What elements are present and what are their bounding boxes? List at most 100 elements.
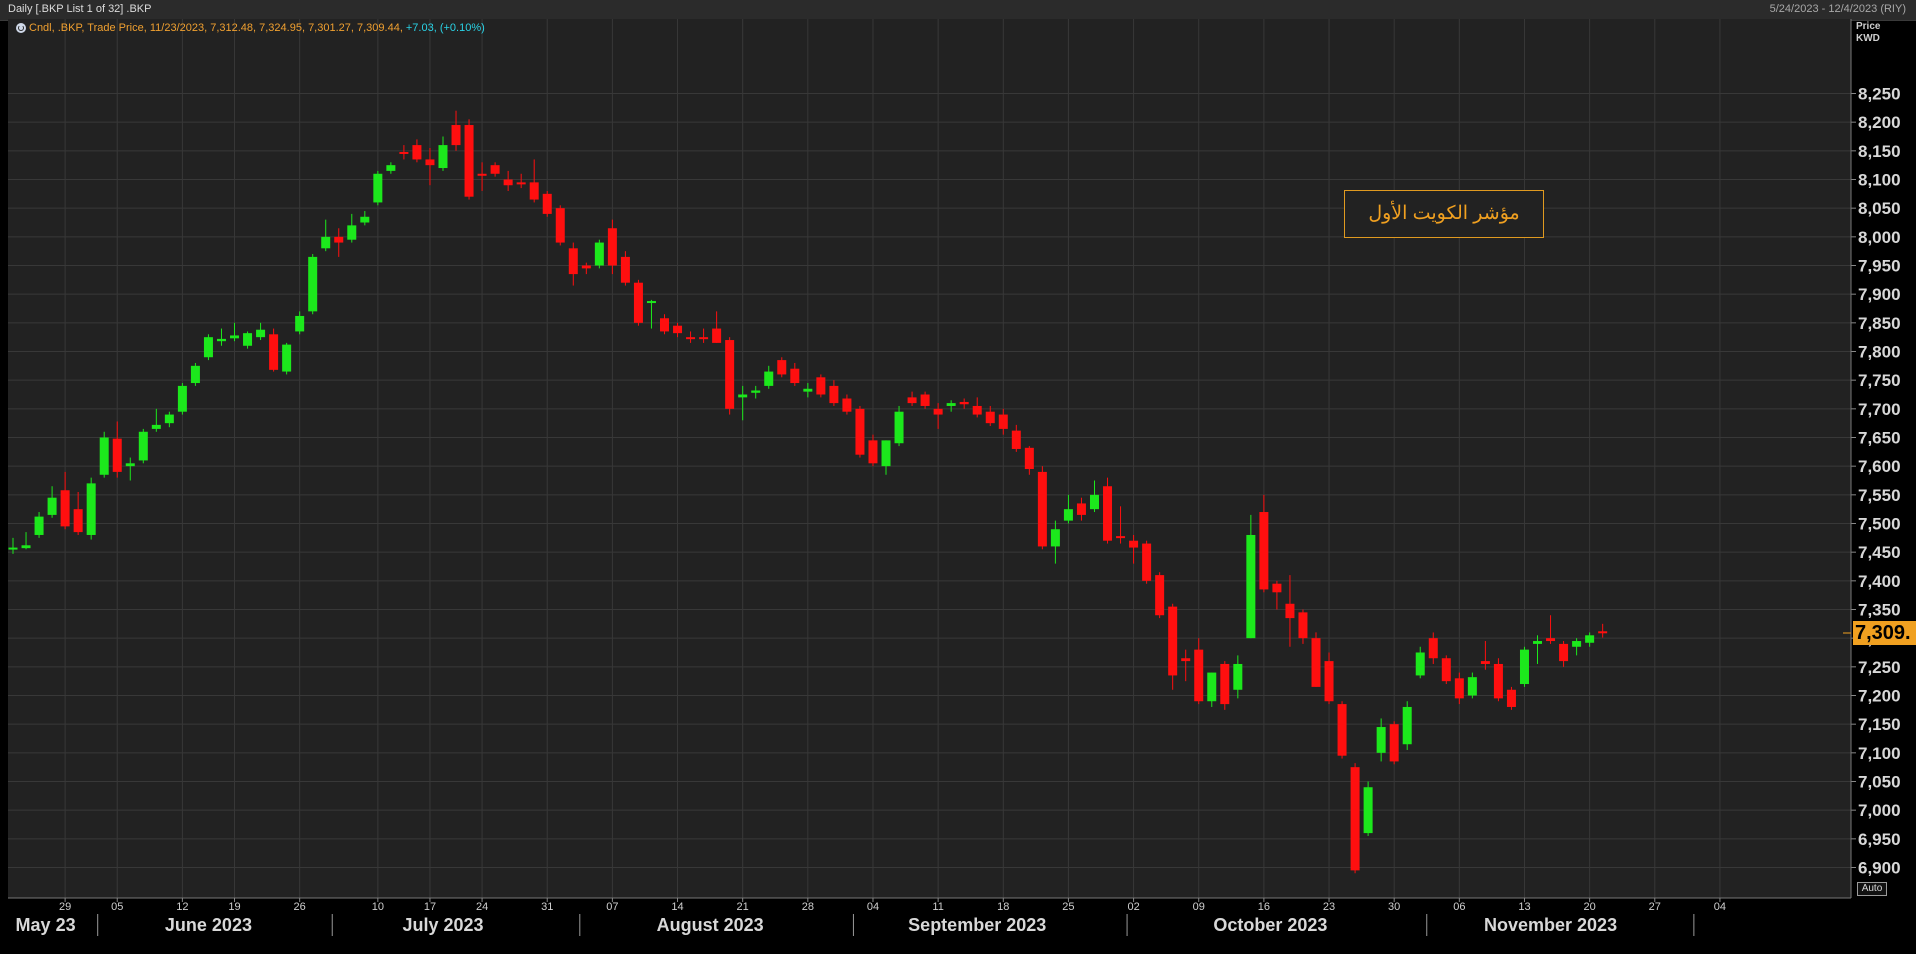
candle-body[interactable] xyxy=(1480,661,1490,664)
candle-body[interactable] xyxy=(477,173,487,176)
candle-body[interactable] xyxy=(360,216,370,223)
candle-body[interactable] xyxy=(386,165,396,171)
candle-body[interactable] xyxy=(243,333,253,346)
candle-body[interactable] xyxy=(451,125,461,146)
candle-body[interactable] xyxy=(1311,638,1321,687)
candle-body[interactable] xyxy=(1350,767,1360,871)
candle-body[interactable] xyxy=(894,411,904,444)
candle-body[interactable] xyxy=(855,408,865,455)
candle-body[interactable] xyxy=(60,490,70,527)
candle-body[interactable] xyxy=(190,365,200,384)
candle-body[interactable] xyxy=(1194,649,1204,702)
candle-body[interactable] xyxy=(216,338,226,342)
candle-body[interactable] xyxy=(125,463,135,467)
candle-body[interactable] xyxy=(1050,529,1060,547)
candle-body[interactable] xyxy=(1363,787,1373,834)
candle-body[interactable] xyxy=(1585,635,1595,643)
candle-body[interactable] xyxy=(99,437,109,475)
candle-body[interactable] xyxy=(112,438,122,472)
candle-body[interactable] xyxy=(1155,575,1165,616)
candle-body[interactable] xyxy=(777,360,787,375)
candle-body[interactable] xyxy=(1298,612,1308,639)
candle-body[interactable] xyxy=(751,390,761,393)
candle-body[interactable] xyxy=(1454,678,1464,699)
candle-body[interactable] xyxy=(1181,658,1191,662)
candle-body[interactable] xyxy=(946,403,956,406)
candle-body[interactable] xyxy=(1272,583,1282,593)
candle-body[interactable] xyxy=(1024,447,1034,470)
candle-body[interactable] xyxy=(646,301,656,304)
candle-body[interactable] xyxy=(1142,543,1152,581)
candle-body[interactable] xyxy=(881,440,891,467)
candle-body[interactable] xyxy=(490,165,500,174)
candle-body[interactable] xyxy=(1376,727,1386,753)
candle-body[interactable] xyxy=(1598,631,1608,634)
candle-body[interactable] xyxy=(464,125,474,197)
candle-body[interactable] xyxy=(1533,641,1543,644)
candle-body[interactable] xyxy=(164,414,174,424)
candle-body[interactable] xyxy=(699,337,709,340)
candle-body[interactable] xyxy=(438,145,448,169)
candle-body[interactable] xyxy=(868,440,878,464)
candle-body[interactable] xyxy=(295,315,305,332)
candle-body[interactable] xyxy=(269,334,279,370)
candle-body[interactable] xyxy=(673,325,683,334)
candle-body[interactable] xyxy=(959,401,969,405)
cycle-icon[interactable] xyxy=(16,23,26,33)
candle-body[interactable] xyxy=(1233,663,1243,690)
candle-body[interactable] xyxy=(712,328,722,343)
candle-body[interactable] xyxy=(8,547,18,550)
candle-body[interactable] xyxy=(1246,534,1256,639)
candle-body[interactable] xyxy=(21,545,31,549)
index-name-annotation[interactable]: مؤشر الكويت الأول xyxy=(1344,190,1544,238)
candle-body[interactable] xyxy=(633,282,643,323)
candle-body[interactable] xyxy=(842,398,852,412)
candle-body[interactable] xyxy=(1559,643,1569,662)
candle-body[interactable] xyxy=(138,431,148,461)
candle-body[interactable] xyxy=(1116,536,1126,539)
candle-body[interactable] xyxy=(1168,606,1178,676)
candle-body[interactable] xyxy=(282,344,292,372)
candle-body[interactable] xyxy=(256,329,266,338)
candle-body[interactable] xyxy=(308,256,318,312)
candle-body[interactable] xyxy=(529,182,539,200)
candle-body[interactable] xyxy=(933,408,943,415)
candle-body[interactable] xyxy=(347,225,357,240)
candle-body[interactable] xyxy=(998,414,1008,429)
candle-body[interactable] xyxy=(1089,494,1099,510)
candle-body[interactable] xyxy=(203,337,213,358)
candle-body[interactable] xyxy=(1572,641,1582,647)
candle-body[interactable] xyxy=(1546,638,1556,642)
candle-body[interactable] xyxy=(920,394,930,406)
candle-body[interactable] xyxy=(86,483,96,535)
candle-body[interactable] xyxy=(725,340,735,409)
candle-body[interactable] xyxy=(1285,603,1295,619)
candle-body[interactable] xyxy=(1428,638,1438,659)
candle-body[interactable] xyxy=(399,151,409,154)
candle-body[interactable] xyxy=(1415,652,1425,676)
candle-body[interactable] xyxy=(1103,486,1113,541)
candle-body[interactable] xyxy=(503,179,513,186)
candle-body[interactable] xyxy=(47,497,57,515)
candle-body[interactable] xyxy=(568,248,578,275)
candle-body[interactable] xyxy=(1324,661,1334,702)
candle-body[interactable] xyxy=(1129,540,1139,548)
candle-body[interactable] xyxy=(1467,677,1477,696)
candle-body[interactable] xyxy=(1037,471,1047,547)
candle-body[interactable] xyxy=(555,208,565,243)
candle-body[interactable] xyxy=(764,371,774,386)
candle-body[interactable] xyxy=(738,394,748,398)
plot-area[interactable] xyxy=(8,19,1851,898)
candle-body[interactable] xyxy=(1011,430,1021,449)
candle-body[interactable] xyxy=(230,335,240,339)
candle-body[interactable] xyxy=(829,385,839,404)
candle-body[interactable] xyxy=(1493,663,1503,699)
candle-body[interactable] xyxy=(660,318,669,332)
candle-body[interactable] xyxy=(1063,509,1073,521)
candle-body[interactable] xyxy=(151,424,161,429)
candle-body[interactable] xyxy=(1402,706,1412,745)
candle-body[interactable] xyxy=(321,236,331,249)
candle-body[interactable] xyxy=(803,388,813,392)
candle-body[interactable] xyxy=(1519,649,1529,685)
